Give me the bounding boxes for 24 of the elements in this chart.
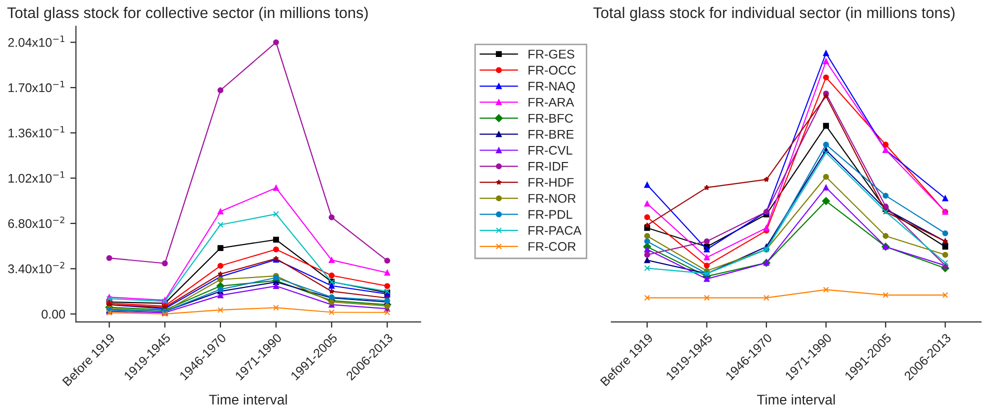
y-tick-label: 3.40x10$^{−2}$ <box>8 262 64 274</box>
y-tick-label: 1.02x10$^{−1}$ <box>8 171 64 183</box>
legend-label: FR-NOR <box>528 194 576 203</box>
legend-label: FR-NAQ <box>528 82 575 93</box>
x-axis-title: Time interval <box>757 394 835 405</box>
y-tick-label: 2.04x10$^{−1}$ <box>8 36 64 47</box>
y-tick-label: 0.00 <box>42 310 66 319</box>
legend-label: FR-BRE <box>528 130 574 139</box>
legend-label: FR-ARA <box>528 98 574 107</box>
y-tick-label: 1.36x10$^{−1}$ <box>8 126 64 138</box>
legend-label: FR-COR <box>528 242 576 251</box>
legend-label: FR-GES <box>528 50 574 59</box>
legend-label: FR-IDF <box>528 162 568 171</box>
chart-title: Total glass stock for individual sector (in millions tons) <box>593 6 955 22</box>
chart-title: Total glass stock for collective sector (in millions tons) <box>7 6 368 22</box>
legend-label: FR-CVL <box>528 146 572 155</box>
y-tick-label: 6.80x10$^{−2}$ <box>8 216 64 228</box>
legend-label: FR-OCC <box>528 66 576 75</box>
legend-label: FR-PACA <box>528 226 582 235</box>
legend-label: FR-PDL <box>528 210 572 219</box>
y-tick-label: 1.70x10$^{−1}$ <box>8 80 64 92</box>
legend-label: FR-BFC <box>528 114 573 123</box>
x-axis-title: Time interval <box>209 394 287 405</box>
legend-label: FR-HDF <box>528 178 574 187</box>
